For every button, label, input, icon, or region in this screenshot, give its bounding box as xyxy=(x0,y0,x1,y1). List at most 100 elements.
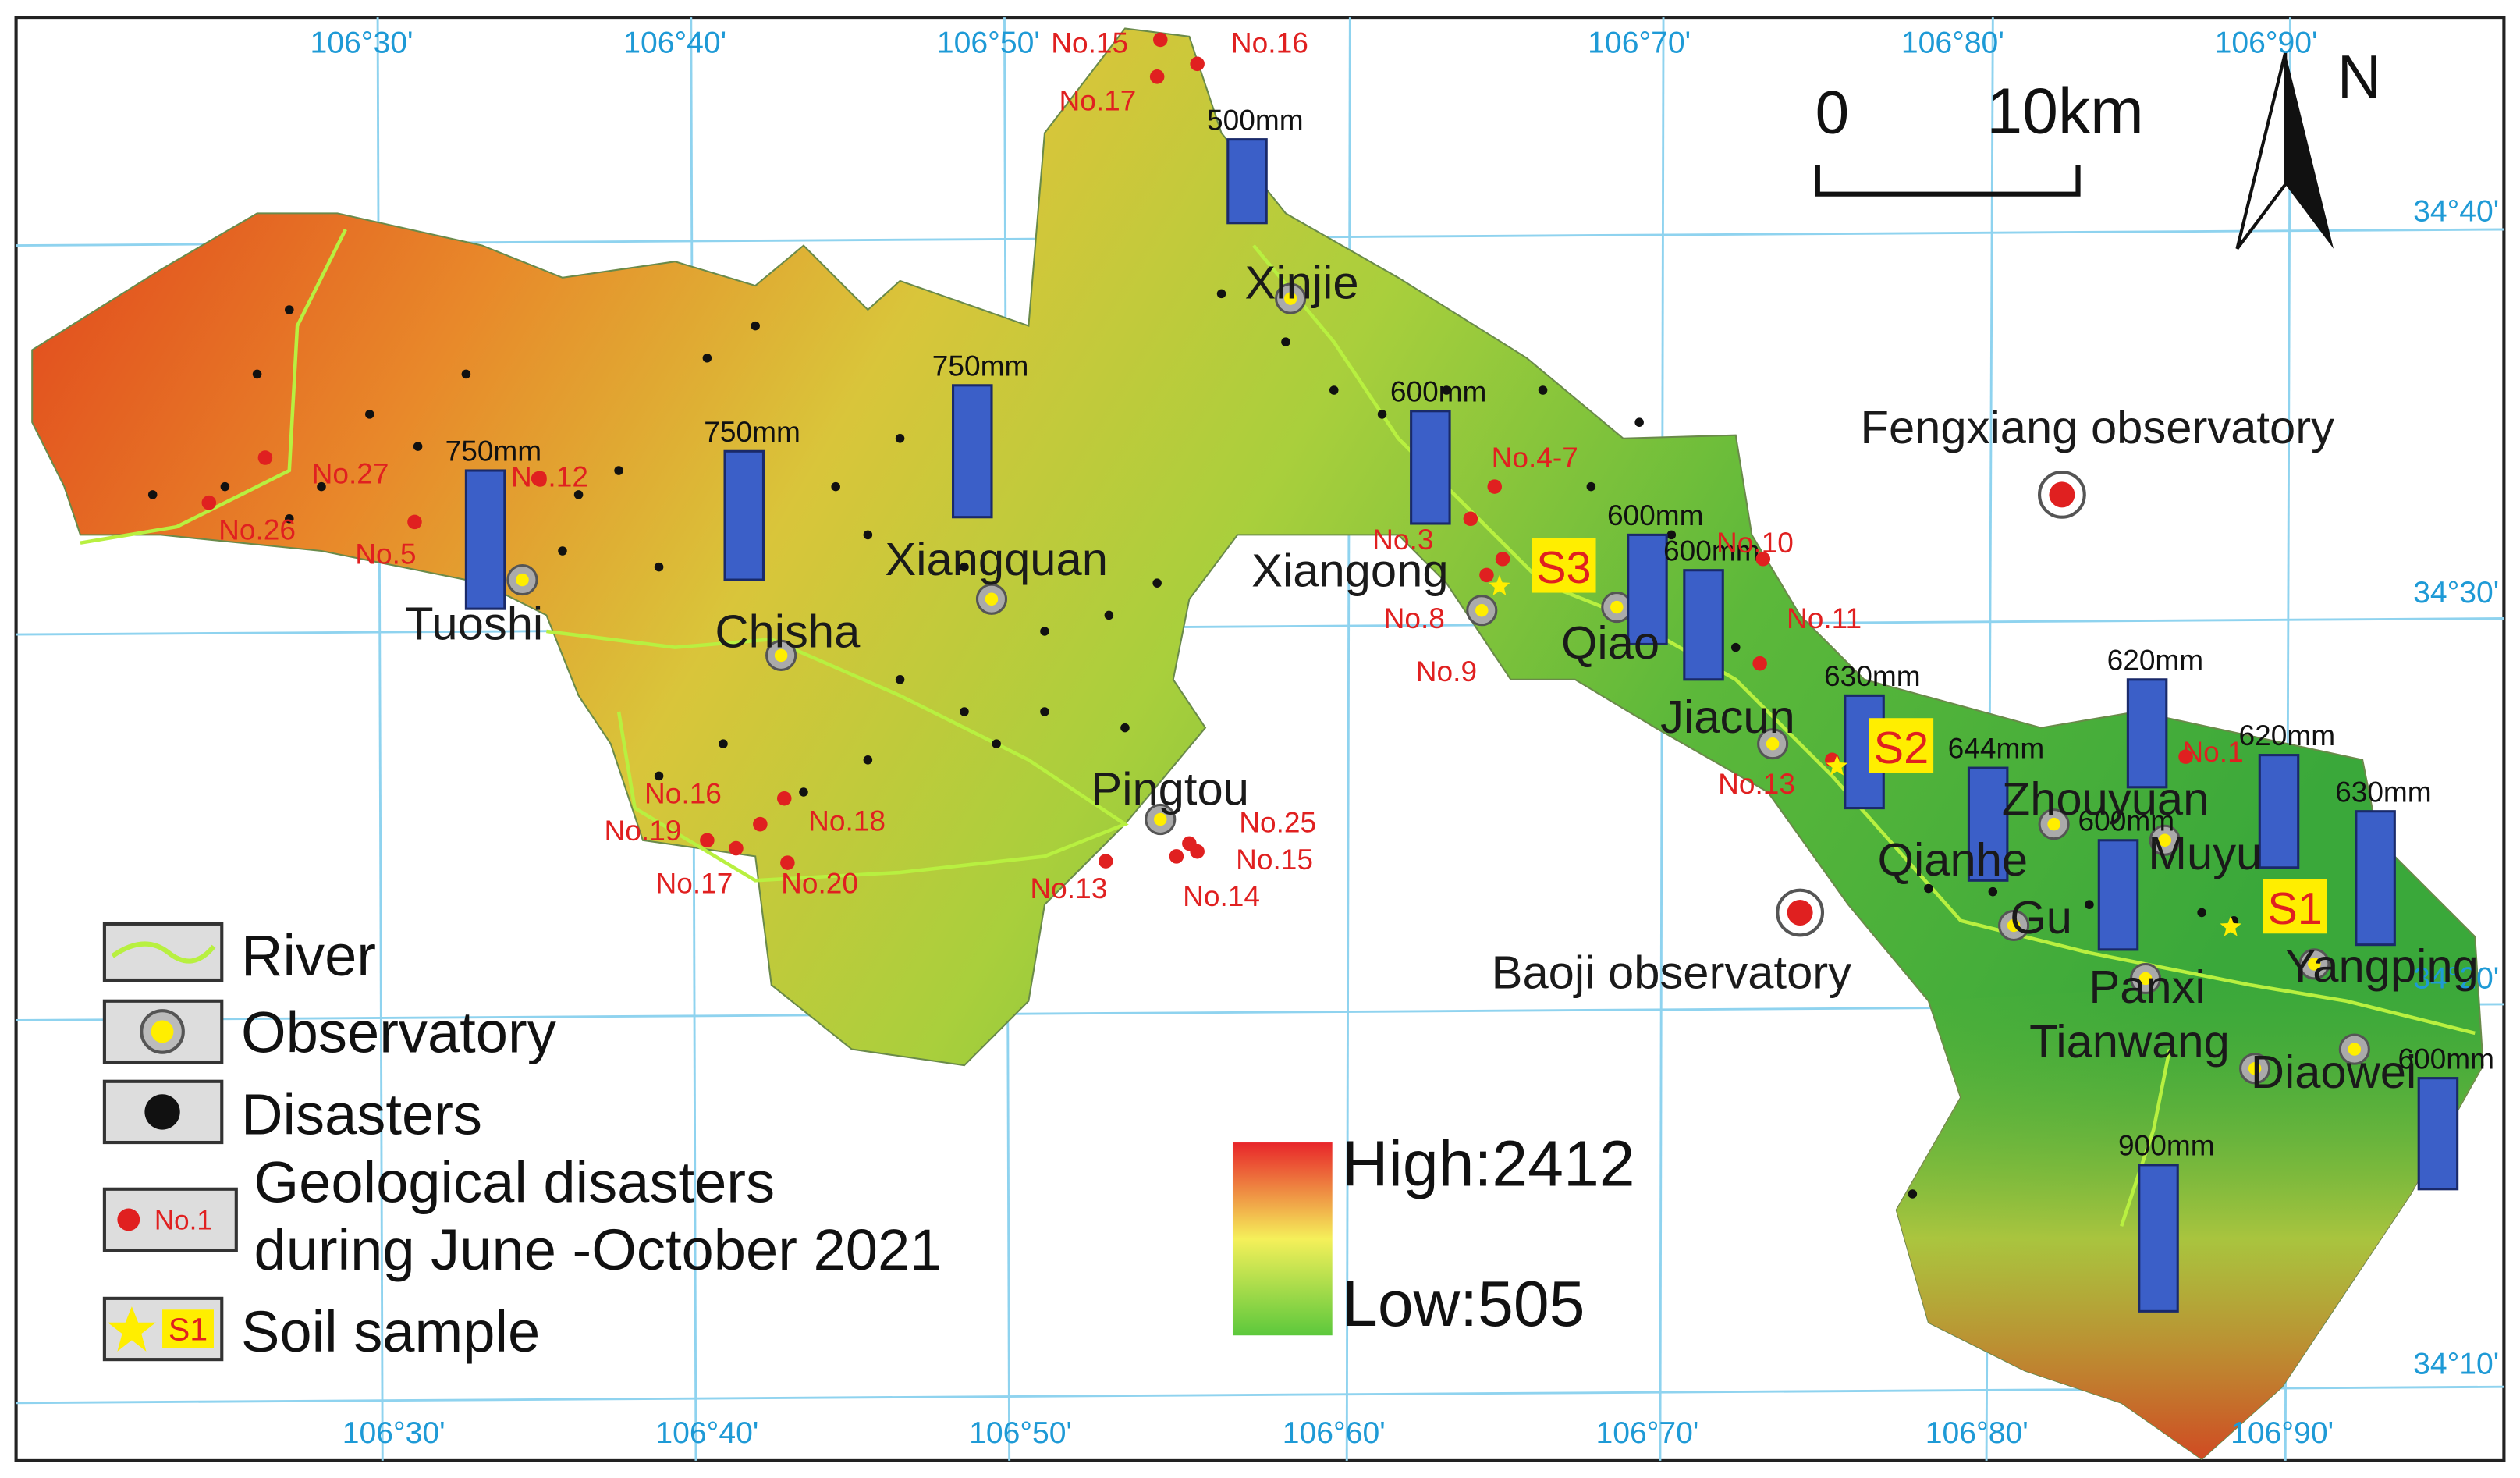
grid-label-right: 34°10' xyxy=(2413,1348,2499,1381)
place-label: Xinjie xyxy=(1245,257,1359,309)
rainfall-bar xyxy=(723,449,765,581)
legend-geo-icon xyxy=(117,1208,140,1231)
disaster-dot xyxy=(147,490,158,499)
geo-disaster-label: No.19 xyxy=(605,814,682,847)
disaster-dot xyxy=(1538,385,1548,395)
disaster-dot xyxy=(895,675,905,684)
geo-disaster-dot xyxy=(407,514,422,530)
place-label: Chisha xyxy=(715,606,861,658)
place-label: Muyu xyxy=(2148,827,2262,879)
rainfall-label: 600mm xyxy=(1390,375,1487,407)
legend-label: Observatory xyxy=(241,1000,556,1065)
grid-label-bottom: 106°90' xyxy=(2231,1416,2334,1450)
grid-label-bottom: 106°30' xyxy=(343,1416,445,1450)
geo-disaster-label: No.13 xyxy=(1718,767,1795,800)
rainfall-label: 600mm xyxy=(1663,534,1760,567)
rainfall-bar xyxy=(2258,754,2300,869)
grid-label-right: 34°20' xyxy=(2413,961,2499,995)
geo-disaster-dot xyxy=(1495,552,1510,567)
geo-disaster-dot xyxy=(1463,511,1478,527)
disaster-dot xyxy=(1120,723,1130,733)
disaster-dot xyxy=(2085,900,2094,909)
observatory-core xyxy=(2007,918,2021,933)
disaster-dot xyxy=(1586,481,1596,492)
elevation-high: High:2412 xyxy=(1342,1128,1635,1200)
geo-disaster-label: No.12 xyxy=(511,460,588,493)
geo-disaster-dot xyxy=(729,840,744,856)
place-label: Diaowei xyxy=(2251,1046,2416,1098)
grid-label-right: 34°40' xyxy=(2413,195,2499,229)
disaster-dot xyxy=(719,739,728,748)
place-label: Qiao xyxy=(1561,616,1659,669)
soil-star xyxy=(2220,915,2241,936)
observatory-core xyxy=(516,573,529,587)
geo-disaster-label: No.8 xyxy=(1384,602,1445,634)
geo-disaster-label: No.17 xyxy=(655,867,733,900)
legend-soil-tag xyxy=(162,1309,214,1348)
rainfall-bar xyxy=(464,469,506,610)
grid-label-top: 106°80' xyxy=(1901,26,2004,59)
observatory-core xyxy=(2158,833,2171,847)
observatory-core xyxy=(2308,958,2321,971)
grid-label-bottom: 106°70' xyxy=(1595,1416,1698,1450)
geo-disaster-label: No.16 xyxy=(644,776,722,809)
place-label: Xiangong xyxy=(1251,544,1448,596)
legend xyxy=(102,922,238,1362)
grid-label-bottom: 106°50' xyxy=(969,1416,1072,1450)
disaster-dot xyxy=(654,562,664,572)
disaster-dot xyxy=(365,410,374,419)
geo-disaster-label: No.5 xyxy=(355,537,416,570)
geo-disaster-dot xyxy=(1487,479,1503,494)
disaster-dot xyxy=(614,466,623,475)
grid-label-top: 106°30' xyxy=(311,26,413,59)
disaster-dot xyxy=(863,530,873,540)
legend-soil-tag-label: S1 xyxy=(169,1311,208,1347)
geo-disaster-dot xyxy=(1752,656,1767,671)
disaster-dot xyxy=(252,369,262,379)
place-label: Pingtou xyxy=(1091,762,1249,815)
geo-disaster-label: No.15 xyxy=(1236,843,1313,876)
disaster-dot xyxy=(1040,707,1049,716)
observatory-core xyxy=(2248,1062,2262,1075)
main-observatory-core xyxy=(2049,481,2075,508)
geo-disaster-label: No.17 xyxy=(1059,84,1136,117)
elevation-ramp xyxy=(1232,1142,1333,1336)
disaster-dot xyxy=(1329,385,1339,395)
disaster-dot xyxy=(1040,627,1049,636)
geo-disaster-dot xyxy=(1479,567,1494,583)
observatory-core xyxy=(774,648,788,663)
grid-label-bottom: 106°60' xyxy=(1283,1416,1386,1450)
place-label: Zhouyuan xyxy=(2002,773,2209,825)
place-label: Tuoshi xyxy=(405,597,543,649)
geo-disaster-dot xyxy=(776,791,792,806)
disaster-dot xyxy=(751,321,760,331)
rainfall-label: 500mm xyxy=(1207,103,1304,136)
place-label: Xiangquan xyxy=(885,533,1108,585)
disaster-dot xyxy=(1281,337,1290,346)
disaster-dot xyxy=(1152,578,1162,588)
legend-label: Disasters xyxy=(241,1082,482,1147)
rainfall-bar xyxy=(2097,839,2139,951)
terrain-south xyxy=(1896,968,2483,1459)
rainfall-label: 600mm xyxy=(2078,804,2175,837)
soil-star xyxy=(1826,755,1848,776)
rainfall-bar xyxy=(1410,410,1451,525)
geo-disaster-dot xyxy=(780,855,795,870)
geo-disaster-dot xyxy=(753,816,768,832)
grid-label-top: 106°40' xyxy=(623,26,726,59)
rainfall-label: 750mm xyxy=(445,435,542,467)
observatory-core xyxy=(985,592,999,606)
scale-bar xyxy=(1815,165,2081,197)
legend-label: during June -October 2021 xyxy=(254,1217,942,1282)
soil-sample-label: S3 xyxy=(1536,543,1592,593)
north-label: N xyxy=(2337,42,2382,111)
grid-label-bottom: 106°80' xyxy=(1925,1416,2028,1450)
disaster-dot xyxy=(558,546,567,556)
legend-label: Soil sample xyxy=(241,1299,540,1364)
place-label: Gu xyxy=(2010,891,2072,943)
disaster-dot xyxy=(1216,289,1226,299)
geo-disaster-label: No.11 xyxy=(1787,602,1862,634)
rainfall-label: 600mm xyxy=(1607,499,1704,531)
rainfall-label: 620mm xyxy=(2239,719,2336,751)
